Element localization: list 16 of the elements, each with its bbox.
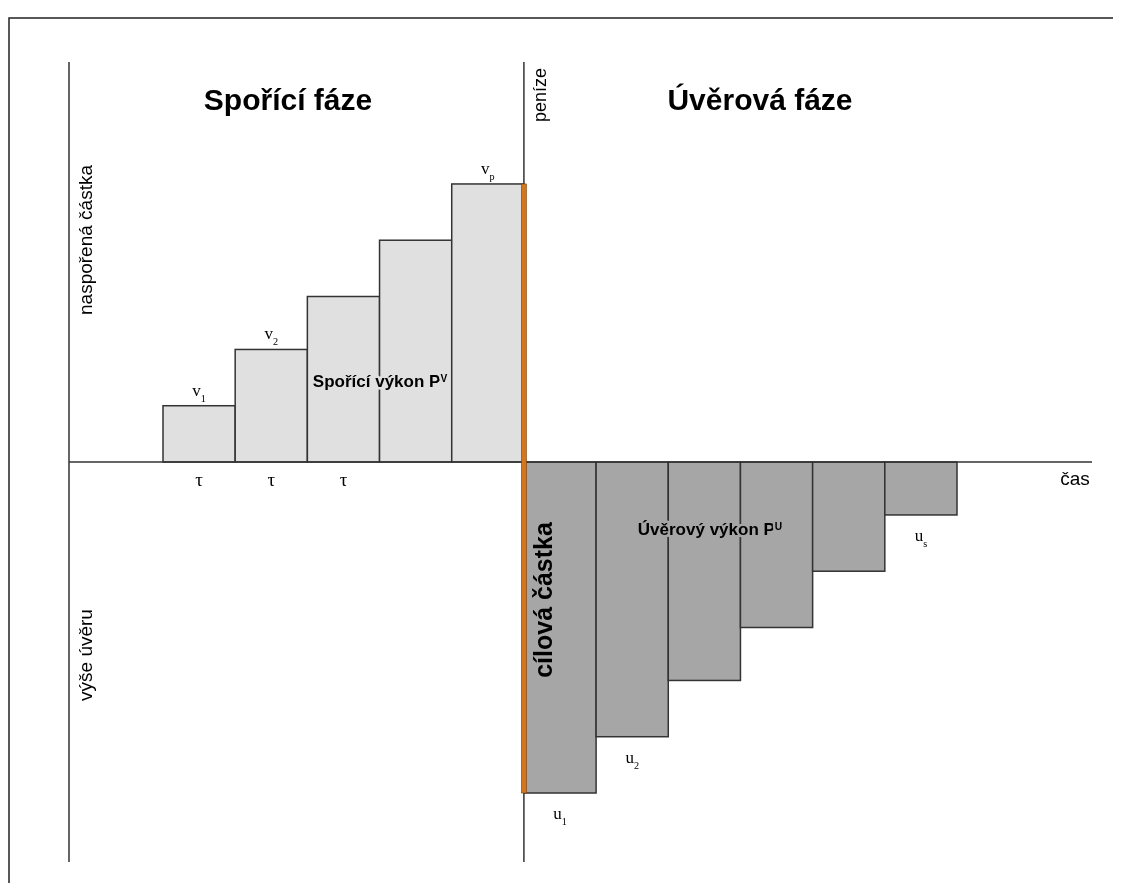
annotation: u$_{2}$ — [625, 747, 639, 771]
text: výše úvěru — [75, 609, 96, 701]
y-axis-title: peníze — [529, 68, 550, 123]
text: v$_{p}$ — [481, 158, 495, 182]
annotation: cílová částka — [528, 521, 557, 678]
annotation: v$_{2}$ — [264, 324, 279, 347]
text: naspořená částka — [75, 164, 96, 315]
annotation: v$_{1}$ — [192, 380, 206, 404]
x-tick-label: τ — [339, 469, 348, 490]
annotation: u$_{s}$ — [914, 525, 928, 549]
text: Úvěrová fáze — [667, 83, 853, 116]
x-tick-label: τ — [195, 469, 204, 490]
x-tick-label: τ — [267, 469, 276, 490]
text: u$_{1}$ — [553, 804, 567, 827]
text: čas — [1060, 468, 1090, 489]
text: Spořící fáze — [203, 83, 373, 116]
